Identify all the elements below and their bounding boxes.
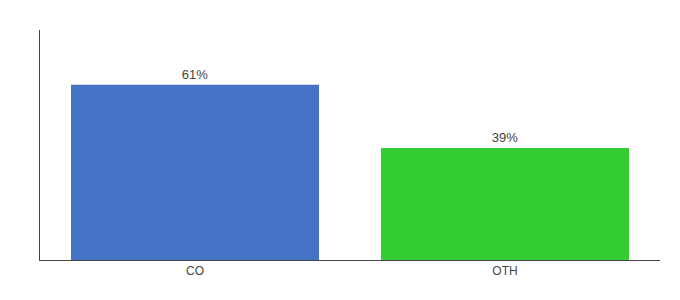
- svg-text:OTH: OTH: [492, 264, 517, 278]
- svg-text:61%: 61%: [182, 67, 208, 82]
- svg-text:39%: 39%: [492, 130, 518, 145]
- svg-text:CO: CO: [186, 264, 204, 278]
